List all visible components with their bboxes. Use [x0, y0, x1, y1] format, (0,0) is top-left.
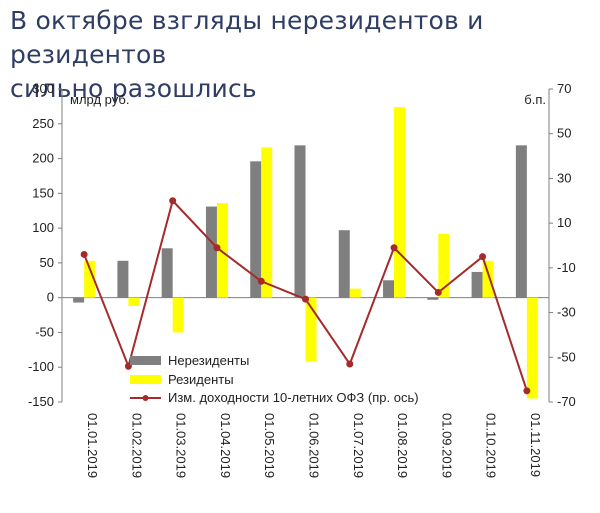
bar-residents: [482, 260, 494, 298]
bar-nonresidents: [205, 206, 217, 298]
bar-residents: [261, 147, 273, 298]
legend-label-nonresidents: Нерезиденты: [168, 353, 249, 368]
left-tick-label: -100: [28, 359, 54, 374]
legend-swatch-residents: [130, 375, 161, 384]
ofz-yield-point: [80, 250, 88, 258]
ofz-yield-point: [479, 253, 487, 261]
right-tick-label: -30: [557, 305, 576, 320]
x-tick-label: 01.01.2019: [85, 413, 100, 478]
right-axis-unit: б.п.: [524, 92, 546, 107]
bar-residents: [84, 260, 96, 298]
x-tick-label: 01.02.2019: [129, 413, 144, 478]
chart-title: В октябре взгляды нерезидентов и резиден…: [10, 4, 595, 106]
ofz-yield-point: [346, 360, 354, 368]
bar-nonresidents: [427, 297, 439, 300]
left-tick-label: 100: [32, 220, 54, 235]
legend-label-ofz: Изм. доходности 10-летних ОФЗ (пр. ось): [168, 390, 419, 405]
x-tick-label: 01.07.2019: [351, 413, 366, 478]
ofz-yield-point: [302, 295, 309, 303]
x-tick-label: 01.05.2019: [262, 413, 277, 478]
x-tick-label: 01.08.2019: [395, 413, 410, 478]
bar-nonresidents: [294, 145, 306, 298]
x-tick-label: 01.03.2019: [174, 413, 189, 478]
ofz-yield-point: [169, 197, 177, 205]
ofz-yield-point: [523, 387, 531, 395]
bar-residents: [394, 107, 406, 298]
bar-nonresidents: [338, 230, 350, 298]
left-tick-label: 50: [40, 255, 54, 270]
chart-title-line-1: В октябре взгляды нерезидентов и резиден…: [10, 6, 484, 69]
legend-label-residents: Резиденты: [168, 372, 234, 387]
right-tick-label: 70: [557, 81, 571, 96]
left-tick-label: 250: [32, 116, 54, 131]
bar-nonresidents: [250, 161, 262, 298]
right-tick-label: 50: [557, 126, 571, 141]
x-tick-label: 01.06.2019: [307, 413, 322, 478]
bar-nonresidents: [383, 280, 395, 298]
bar-nonresidents: [161, 248, 173, 298]
legend-swatch-nonresidents: [130, 356, 161, 365]
left-tick-label: 200: [32, 151, 54, 166]
ofz-yield-point: [213, 244, 221, 252]
bar-residents: [305, 297, 317, 362]
legend-swatch-ofz-point: [142, 395, 149, 401]
bar-residents: [438, 233, 450, 298]
ofz-yield-point: [390, 244, 398, 252]
left-axis-unit: млрд руб.: [70, 92, 129, 107]
left-tick-label: 0: [47, 290, 54, 305]
right-tick-label: 10: [557, 215, 571, 230]
right-tick-label: -10: [557, 260, 576, 275]
bar-residents: [216, 203, 228, 298]
right-tick-label: 30: [557, 170, 571, 185]
bar-nonresidents: [117, 260, 129, 298]
left-tick-label: 300: [32, 81, 54, 96]
ofz-yield-point: [257, 277, 265, 285]
left-tick-label: -50: [35, 324, 54, 339]
x-tick-label: 01.10.2019: [484, 413, 499, 478]
bar-residents: [526, 297, 538, 399]
x-tick-label: 01.11.2019: [528, 413, 543, 477]
left-tick-label: -150: [28, 394, 54, 409]
left-tick-label: 150: [32, 185, 54, 200]
bar-nonresidents: [471, 271, 483, 298]
ofz-yield-point: [434, 288, 442, 296]
bar-nonresidents: [515, 145, 527, 298]
bar-nonresidents: [73, 297, 85, 303]
bar-residents: [172, 297, 184, 333]
x-tick-label: 01.09.2019: [439, 413, 454, 478]
right-tick-label: -70: [557, 394, 576, 409]
right-tick-label: -50: [557, 349, 576, 364]
chart-title-line-2: сильно разошлись: [10, 74, 257, 103]
bar-residents: [349, 288, 361, 298]
x-tick-label: 01.04.2019: [218, 413, 233, 478]
bar-residents: [128, 297, 140, 307]
